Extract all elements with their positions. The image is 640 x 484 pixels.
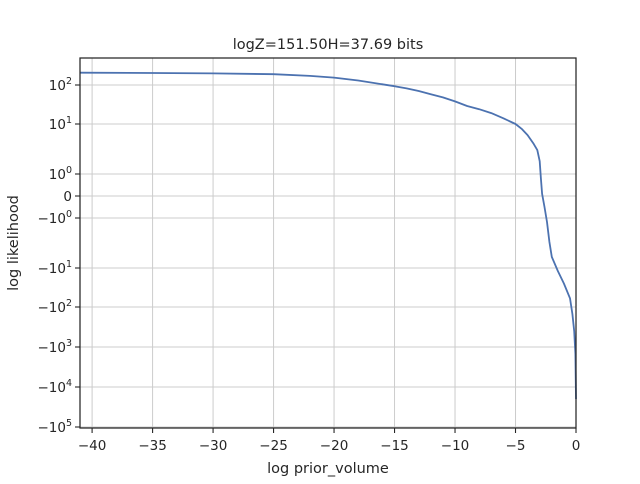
y-tick-label: −104 <box>37 378 72 396</box>
y-tick-label: −101 <box>37 259 72 277</box>
x-tick-label: −20 <box>320 438 349 454</box>
grid <box>80 58 577 428</box>
plot-frame <box>79 57 577 429</box>
series-layer <box>79 71 577 400</box>
x-tick-label: −40 <box>78 438 107 454</box>
chart-title: logZ=151.50H=37.69 bits <box>233 37 424 53</box>
x-tick-label: −30 <box>199 438 228 454</box>
y-tick-label: −100 <box>37 209 72 227</box>
y-tick-label: −105 <box>37 418 72 436</box>
x-axis-label: log prior_volume <box>267 461 389 477</box>
y-tick-label: −102 <box>37 298 72 316</box>
y-tick-label: −103 <box>37 338 72 356</box>
y-tick-label: 100 <box>49 165 72 183</box>
x-tick-label: 0 <box>572 438 581 454</box>
x-tick-label: −35 <box>138 438 167 454</box>
y-axis-label: log likelihood <box>6 195 22 291</box>
x-axis: −40 −35 −30 −25 −20 −15 −10 −5 0 <box>78 428 580 454</box>
x-tick-label: −10 <box>441 438 470 454</box>
y-tick-label: 102 <box>49 76 72 94</box>
x-tick-label: −25 <box>259 438 288 454</box>
x-tick-label: −15 <box>380 438 409 454</box>
y-tick-label: 101 <box>49 115 72 133</box>
x-tick-label: −5 <box>506 438 526 454</box>
series-line-0 <box>79 71 577 400</box>
y-axis: 102 101 100 0 −100 −101 −102 −103 −104 −105 <box>37 76 80 436</box>
y-tick-label: 0 <box>63 189 72 205</box>
